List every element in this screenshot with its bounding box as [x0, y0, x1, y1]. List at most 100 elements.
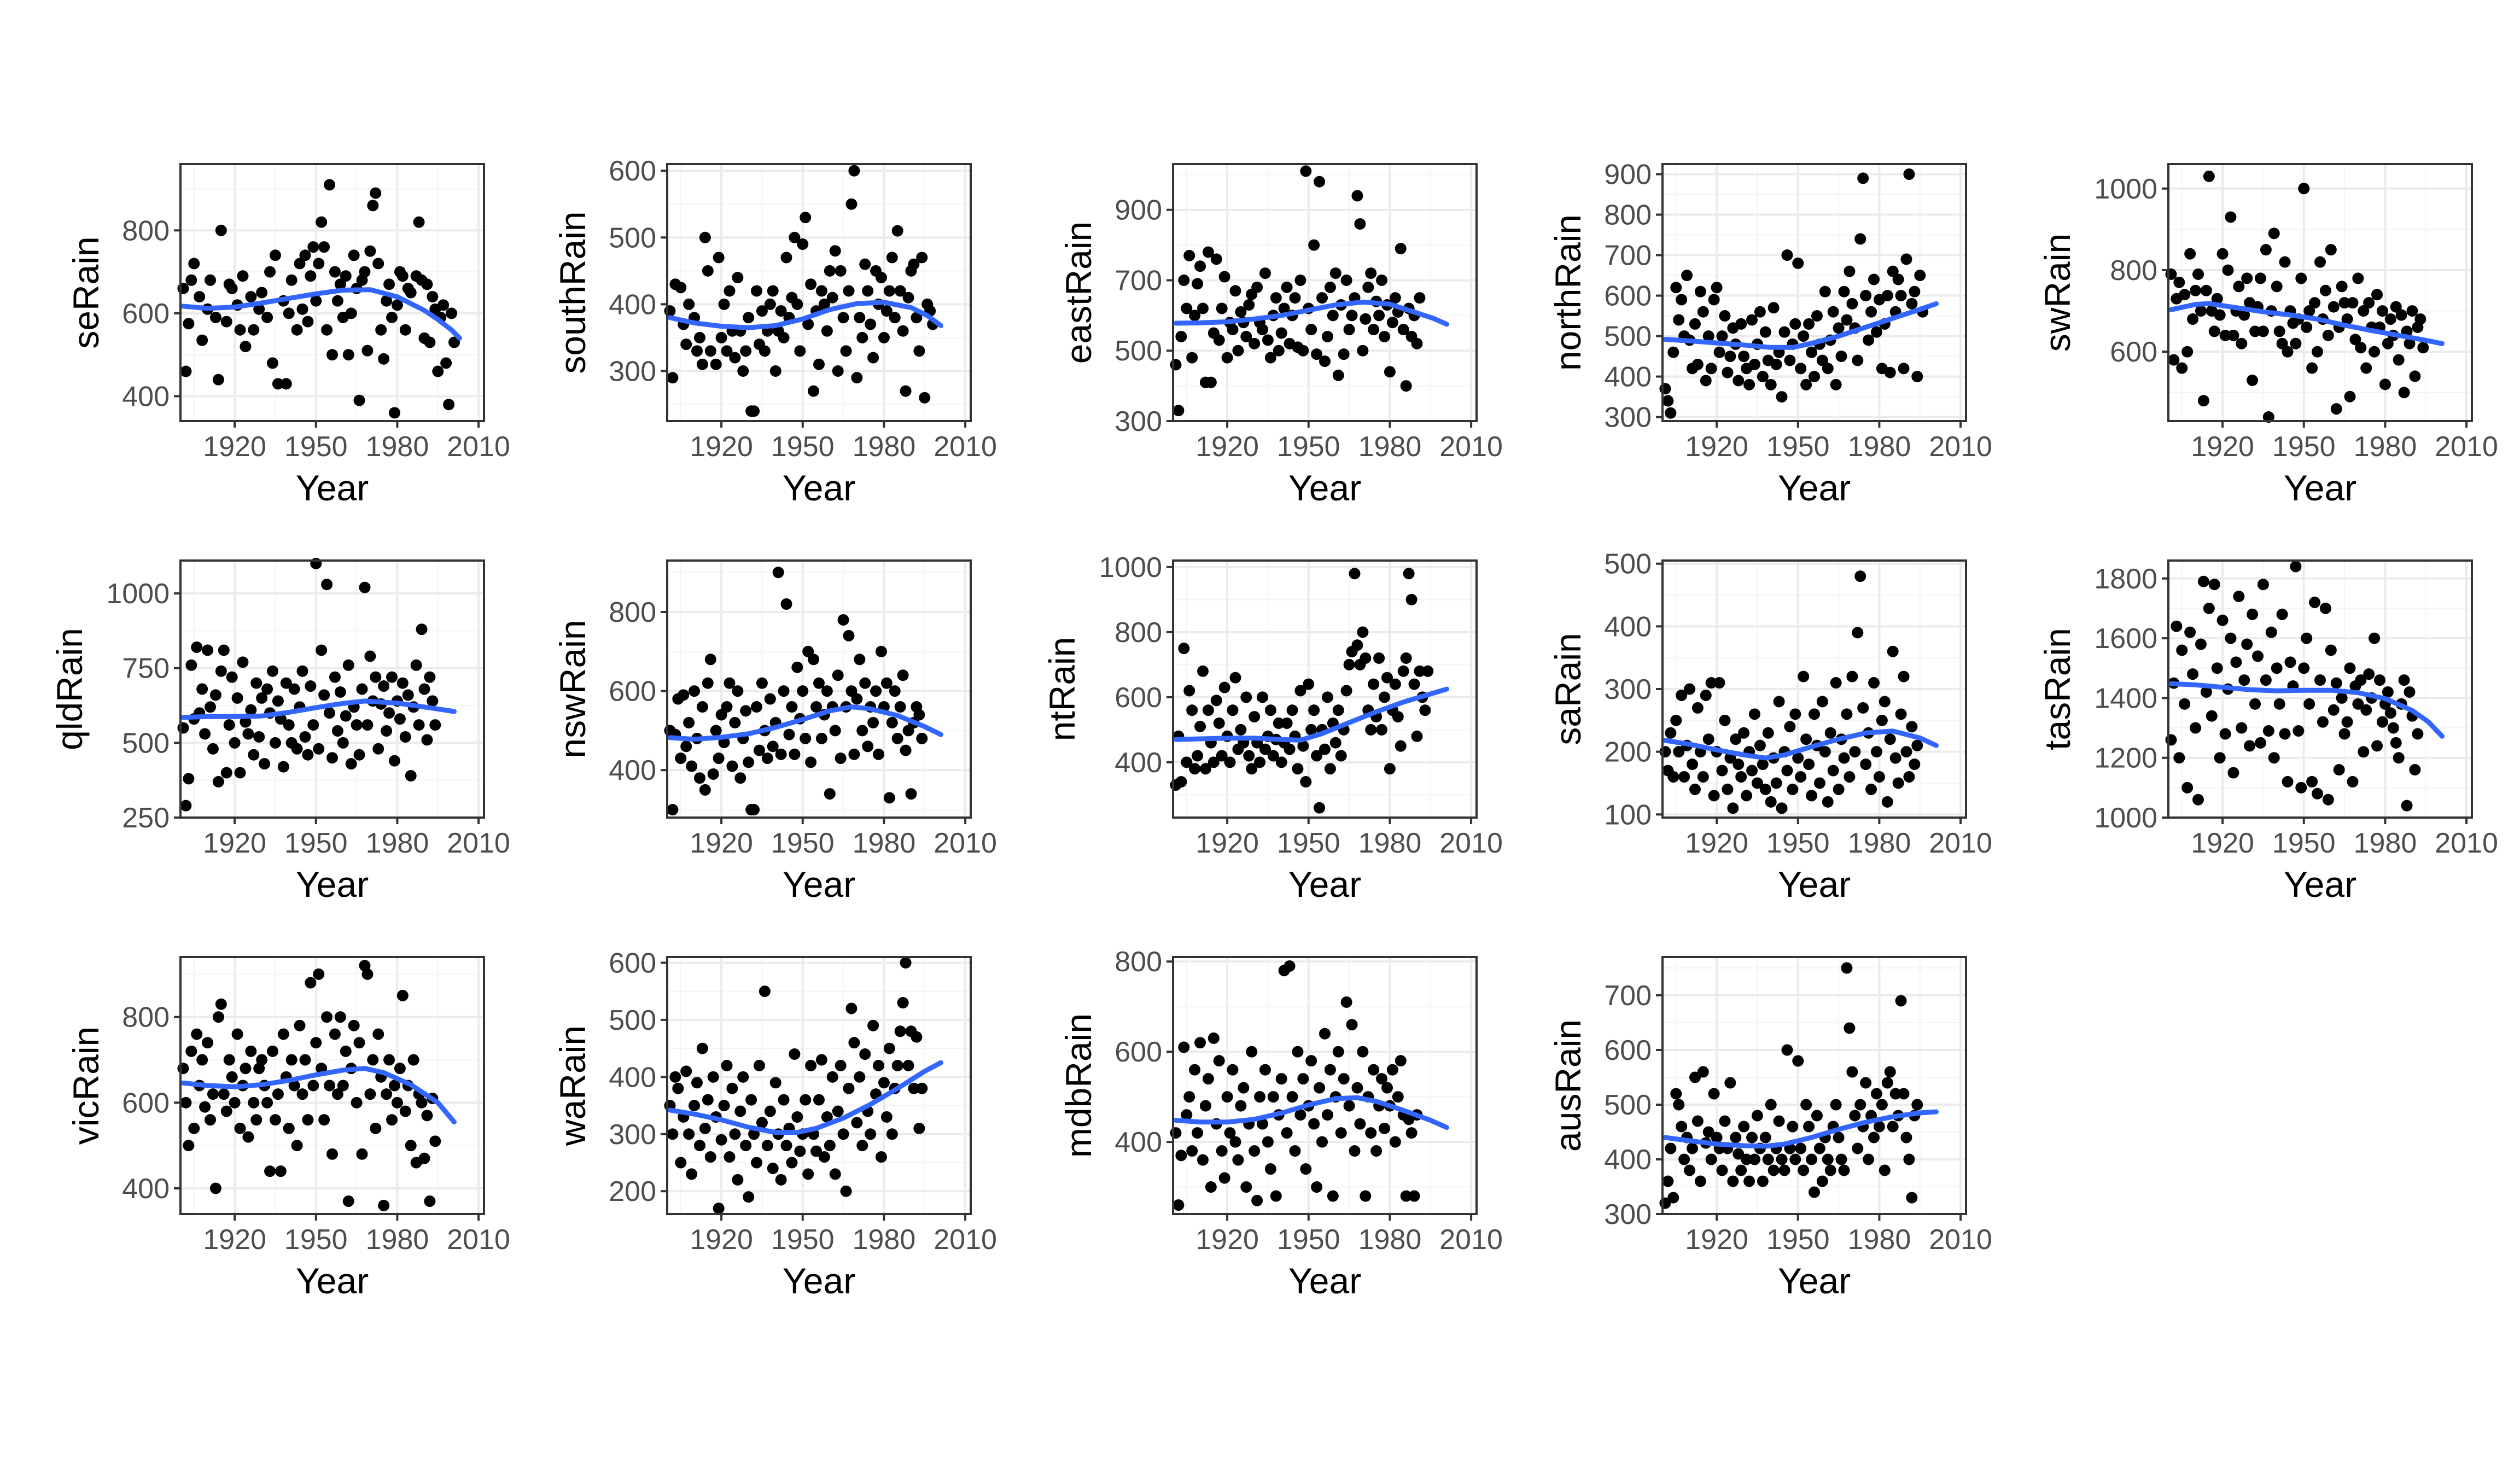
data-point [1773, 696, 1785, 708]
data-point [1800, 733, 1812, 745]
data-point [767, 740, 779, 752]
data-point [1667, 771, 1679, 783]
smooth-line [1173, 1095, 1449, 1130]
data-point [1697, 306, 1709, 318]
data-point [1332, 369, 1344, 381]
data-point [780, 598, 792, 610]
panel-mdbRain: 1920 1950 1980 2010 400 600 800 Year mdbRain [1058, 946, 1503, 1301]
data-point [2325, 644, 2337, 656]
data-point [2168, 354, 2180, 366]
y-tick-label: 250 [122, 802, 170, 834]
data-point [1324, 763, 1336, 775]
smooth-line [180, 287, 462, 341]
data-point [291, 1140, 303, 1152]
data-point [786, 701, 798, 713]
data-point [1830, 1099, 1842, 1111]
data-point [248, 1096, 260, 1109]
data-point [1172, 1199, 1185, 1211]
data-point [1700, 689, 1712, 701]
data-point [1667, 1192, 1679, 1204]
x-tick-label: 1950 [1766, 431, 1830, 463]
data-point [1379, 1122, 1391, 1134]
data-point [696, 701, 708, 713]
data-point [367, 200, 379, 212]
x-axis-title: Year [296, 468, 369, 508]
data-point [1343, 324, 1355, 336]
data-point [1181, 756, 1193, 768]
data-point [1381, 672, 1393, 684]
data-point [780, 1140, 792, 1152]
data-point [1327, 1190, 1339, 1202]
data-point [756, 677, 768, 689]
data-point [1708, 294, 1720, 306]
data-point [789, 748, 801, 760]
data-point [1192, 1127, 1204, 1139]
data-point [2398, 387, 2410, 399]
data-point [726, 760, 738, 772]
data-point [769, 1077, 781, 1089]
data-point [321, 1011, 333, 1023]
data-point [1303, 678, 1315, 690]
data-point [835, 1059, 847, 1071]
data-point [854, 312, 866, 324]
data-point [215, 665, 227, 677]
data-point [897, 325, 909, 337]
data-point [1365, 267, 1377, 279]
data-point [1816, 1175, 1828, 1187]
x-tick-label: 1920 [1195, 827, 1259, 859]
data-point [261, 311, 273, 323]
data-point [740, 705, 752, 717]
data-point [307, 241, 319, 253]
data-point [724, 677, 736, 689]
data-point [693, 1140, 705, 1152]
data-point [919, 392, 931, 404]
data-point [2382, 686, 2394, 698]
data-point [743, 1191, 755, 1203]
data-point [1700, 375, 1712, 387]
data-point [2360, 362, 2372, 374]
data-point [1235, 1100, 1247, 1112]
data-point [721, 701, 733, 713]
data-point [421, 278, 433, 290]
data-point [1702, 330, 1714, 342]
data-point [1881, 1077, 1893, 1089]
data-point [778, 1094, 790, 1106]
data-point [2303, 305, 2315, 317]
data-point [1809, 371, 1820, 383]
data-point [2216, 248, 2229, 260]
data-point [718, 298, 730, 310]
data-point [253, 731, 265, 743]
data-point [751, 1157, 763, 1169]
data-point [256, 692, 268, 704]
smooth-line [1662, 728, 1939, 761]
data-point [342, 1195, 354, 1207]
data-point [1673, 314, 1685, 326]
data-point [854, 1071, 866, 1083]
data-point [702, 1094, 714, 1106]
data-point [269, 249, 281, 261]
data-point [1316, 292, 1328, 304]
data-point [1673, 1099, 1685, 1111]
data-point [775, 748, 787, 760]
data-point [2358, 746, 2370, 758]
data-point [2236, 722, 2248, 734]
data-point [1741, 1153, 1753, 1165]
data-point [1216, 302, 1228, 314]
data-point [2179, 698, 2191, 710]
data-point [2371, 289, 2383, 301]
data-point [427, 291, 439, 303]
data-point [875, 645, 887, 657]
data-point [859, 677, 871, 689]
data-point [724, 285, 736, 297]
data-point [1411, 730, 1423, 742]
data-point [1259, 267, 1271, 279]
data-point [1787, 783, 1799, 795]
data-point [1870, 1088, 1882, 1100]
data-point [1806, 1153, 1818, 1165]
data-point [1314, 176, 1326, 188]
data-point [1798, 1164, 1810, 1176]
data-point [1181, 1109, 1193, 1121]
data-point [1722, 783, 1734, 795]
data-point [718, 1100, 730, 1112]
data-point [1895, 290, 1907, 302]
